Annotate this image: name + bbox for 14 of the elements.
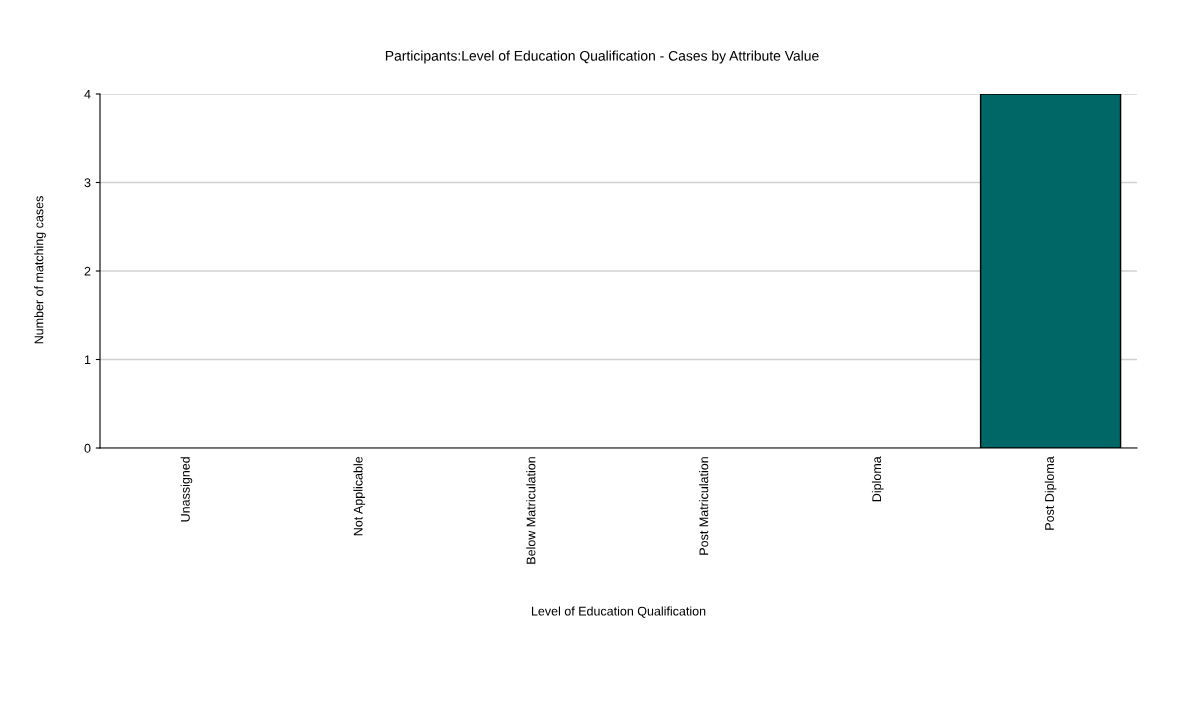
y-tick-label: 4 bbox=[84, 89, 91, 99]
y-axis-title: Number of matching cases bbox=[34, 196, 46, 344]
x-tick-label: Post Matriculation bbox=[699, 457, 709, 555]
x-tick-label: Below Matriculation bbox=[526, 457, 536, 564]
y-tick-label: 1 bbox=[84, 355, 91, 365]
x-tick-label: Not Applicable bbox=[353, 456, 366, 536]
x-axis-title: Level of Education Qualification bbox=[531, 606, 706, 618]
chart-title: Participants:Level of Education Qualification - Cases by Attribute Value bbox=[385, 50, 819, 64]
y-tick-label: 3 bbox=[84, 178, 91, 188]
x-tick-label: Unassigned bbox=[180, 457, 193, 522]
x-tick-label: Diploma bbox=[871, 456, 884, 502]
y-tick-label: 0 bbox=[84, 443, 91, 453]
y-tick-label: 2 bbox=[84, 266, 91, 276]
x-tick-label: Post Diploma bbox=[1044, 456, 1057, 530]
